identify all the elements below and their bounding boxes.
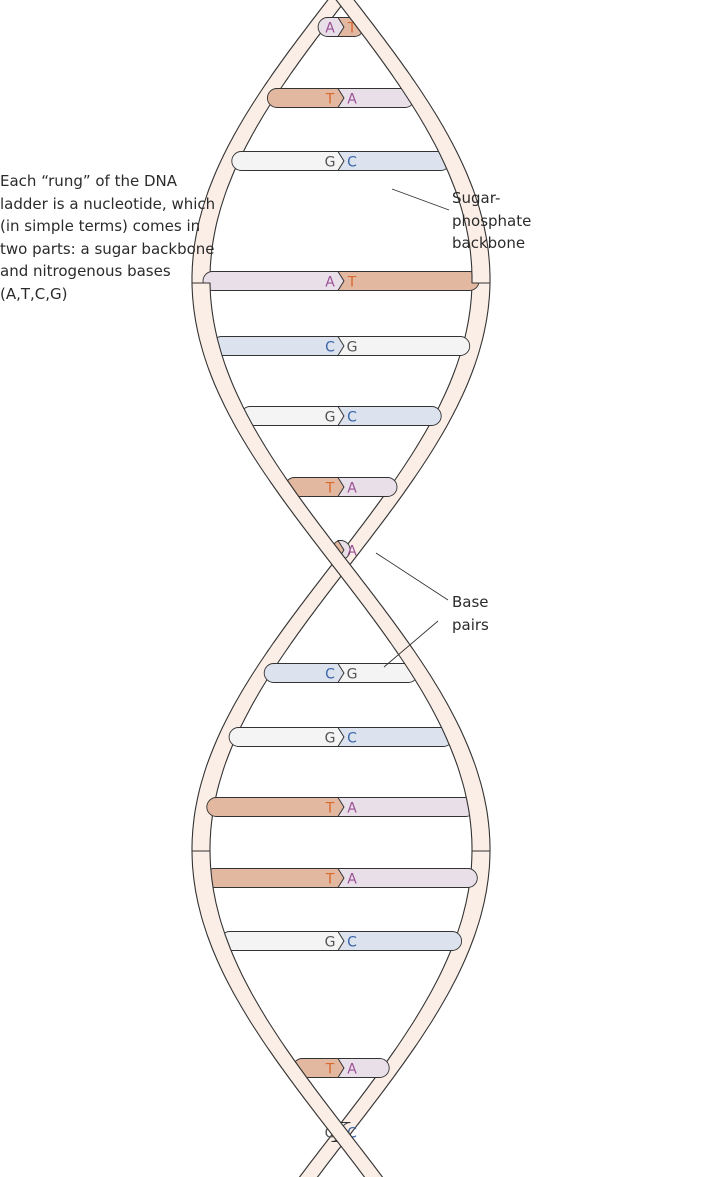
backbone-strand-a-segment-2	[191, 850, 384, 1177]
base-letter-right: T	[347, 275, 357, 291]
sugar-phosphate-backbone-back	[191, 0, 491, 1177]
base-letter-right: A	[347, 92, 357, 108]
base-A-right	[337, 477, 398, 497]
base-pairs-label: Base pairs	[452, 593, 489, 634]
base-pairs-leader-line-lower	[383, 620, 439, 668]
base-letter-left: A	[325, 21, 335, 37]
base-pair-rungs: ATTAGCATCGGCTATACGGCTATAGCTAGC	[202, 17, 480, 1142]
base-letter-left: G	[325, 410, 336, 426]
base-letter-right: C	[347, 155, 357, 171]
base-letter-left: A	[325, 275, 335, 291]
base-A-right	[337, 1058, 390, 1078]
base-T-right	[337, 271, 480, 291]
base-letter-left: C	[325, 667, 335, 683]
base-pairs-leader-line-upper	[375, 552, 449, 601]
base-C-right	[337, 931, 463, 951]
base-letter-left: G	[325, 731, 336, 747]
base-letter-left: T	[325, 801, 335, 817]
base-letter-right: A	[347, 1062, 357, 1078]
base-C-right	[337, 406, 442, 426]
backbone-leader-line	[391, 188, 450, 211]
base-letter-right: C	[347, 935, 357, 951]
sugar-phosphate-backbone-front	[191, 0, 491, 1177]
base-T-left	[204, 868, 345, 888]
base-letter-right: C	[347, 410, 357, 426]
base-letter-left: T	[325, 92, 335, 108]
backbone-strand-b-segment-1	[191, 282, 491, 852]
base-letter-left: C	[325, 340, 335, 356]
annotation-leader-lines	[375, 188, 450, 668]
base-A-right	[337, 868, 478, 888]
intro-annotation: Each “rung” of the DNA ladder is a nucle…	[0, 172, 216, 303]
base-letter-right: A	[347, 544, 357, 560]
base-G-right	[337, 336, 471, 356]
base-letter-right: G	[347, 340, 358, 356]
base-letter-left: T	[325, 872, 335, 888]
backbone-label: Sugar- phosphate backbone	[452, 189, 532, 252]
base-letter-right: A	[347, 872, 357, 888]
base-letter-left: T	[325, 481, 335, 497]
base-letter-left: T	[325, 1062, 335, 1078]
backbone-strand-a-segment-0	[335, 0, 491, 284]
base-letter-right: C	[347, 731, 357, 747]
base-letter-right: T	[347, 21, 357, 37]
base-T-left	[206, 797, 345, 817]
base-letter-left: G	[325, 935, 336, 951]
base-letter-right: C	[347, 1126, 357, 1142]
base-A-right	[337, 797, 476, 817]
base-letter-right: A	[347, 801, 357, 817]
base-letter-right: G	[347, 667, 358, 683]
base-letter-right: A	[347, 481, 357, 497]
base-letter-left: G	[325, 155, 336, 171]
base-letter-left: G	[325, 1126, 336, 1142]
